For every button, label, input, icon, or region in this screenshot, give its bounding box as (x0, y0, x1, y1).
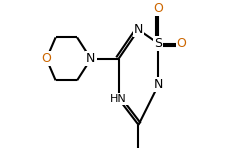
Text: N: N (134, 23, 143, 36)
Text: HN: HN (110, 94, 127, 104)
Text: N: N (154, 78, 163, 91)
Text: S: S (154, 37, 162, 50)
Text: O: O (176, 37, 186, 50)
Text: N: N (86, 52, 96, 65)
Text: O: O (41, 52, 51, 65)
Text: O: O (154, 2, 163, 15)
